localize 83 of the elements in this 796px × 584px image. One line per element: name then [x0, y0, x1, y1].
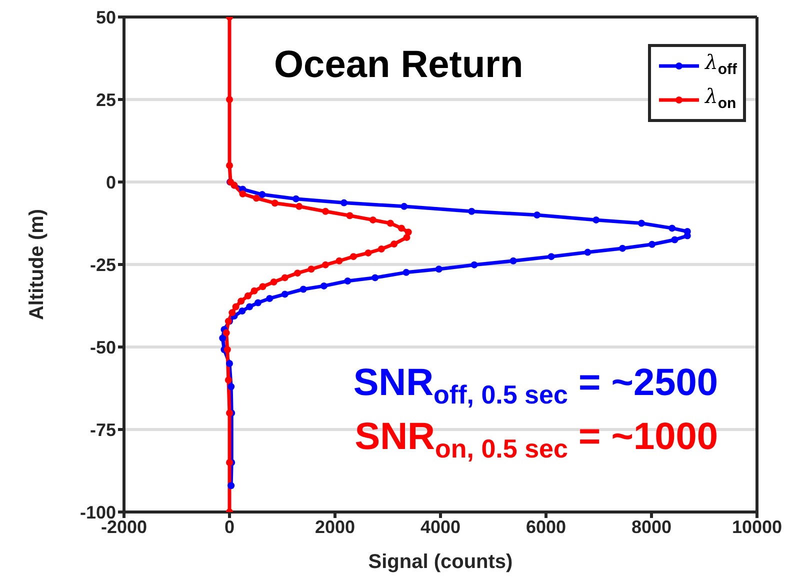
point: [266, 294, 274, 302]
point: [281, 290, 288, 298]
point: [271, 200, 278, 207]
point: [346, 212, 354, 220]
point: [468, 208, 476, 215]
point: [322, 261, 330, 268]
point: [403, 234, 410, 241]
point: [228, 383, 235, 390]
y-tick-label: -25: [90, 254, 116, 275]
x-axis-title: Signal (counts): [368, 551, 513, 573]
point: [470, 261, 478, 268]
point: [222, 329, 230, 336]
y-tick-label: -50: [90, 337, 116, 358]
point: [281, 274, 288, 282]
point: [259, 283, 266, 290]
x-tick-label: 4000: [420, 516, 461, 537]
point: [378, 245, 385, 252]
point: [226, 96, 233, 103]
point: [224, 376, 232, 384]
point: [226, 162, 233, 169]
point: [638, 220, 645, 227]
point: [390, 240, 398, 248]
point: [398, 224, 405, 232]
point: [232, 303, 240, 310]
point: [226, 410, 233, 416]
point: [350, 253, 357, 260]
point: [618, 244, 626, 252]
text: Ocean Return: [274, 44, 524, 87]
point: [400, 202, 408, 210]
point: [322, 208, 330, 215]
point: [224, 346, 231, 354]
point: [258, 191, 266, 198]
point: [340, 199, 348, 206]
point: [320, 282, 328, 290]
x-tick-label: 0: [224, 516, 235, 537]
point: [228, 309, 236, 316]
x-tick-label: 6000: [526, 516, 566, 537]
point: [336, 257, 343, 264]
point: [364, 249, 372, 256]
point: [386, 220, 394, 227]
point: [592, 216, 600, 224]
point: [435, 266, 442, 273]
point: [238, 308, 246, 315]
point: [372, 274, 379, 282]
point: [228, 482, 235, 490]
point: [219, 334, 226, 342]
y-tick-label: 25: [96, 90, 116, 110]
point: [344, 278, 352, 284]
point: [648, 240, 656, 248]
point: [239, 190, 246, 198]
point: [254, 299, 262, 306]
point: [294, 270, 302, 277]
x-tick-label: 10000: [732, 516, 782, 537]
point: [534, 212, 541, 218]
point: [300, 286, 307, 293]
legend-label: λ$_{on}$: [705, 83, 736, 114]
point: [270, 278, 278, 286]
point: [548, 253, 555, 260]
x-tick-label: 2000: [314, 516, 356, 537]
point: [292, 195, 300, 202]
y-tick-label: 50: [96, 7, 116, 28]
point: [238, 298, 245, 305]
point: [369, 216, 376, 224]
y-axis-title: Altitude (m): [26, 208, 48, 320]
annotation: SNR$_{off, 0.5 sec}$ = ~2500: [353, 362, 718, 411]
point: [226, 360, 233, 367]
point: [296, 202, 303, 210]
point: [250, 287, 258, 294]
point: [226, 459, 233, 466]
point: [308, 266, 315, 273]
y-tick-label: 0: [106, 172, 116, 192]
point: [246, 303, 254, 310]
annotation: SNR$_{on, 0.5 sec}$ = ~1000: [354, 416, 718, 465]
point: [244, 292, 252, 300]
point: [584, 248, 592, 256]
point: [668, 224, 676, 232]
y-tick-label: -75: [90, 420, 116, 440]
point: [402, 268, 410, 276]
point: [671, 236, 678, 244]
point: [252, 194, 260, 202]
legend-label: λ$_{off}$: [705, 49, 737, 80]
x-tick-label: 8000: [631, 516, 672, 537]
point: [510, 257, 517, 264]
